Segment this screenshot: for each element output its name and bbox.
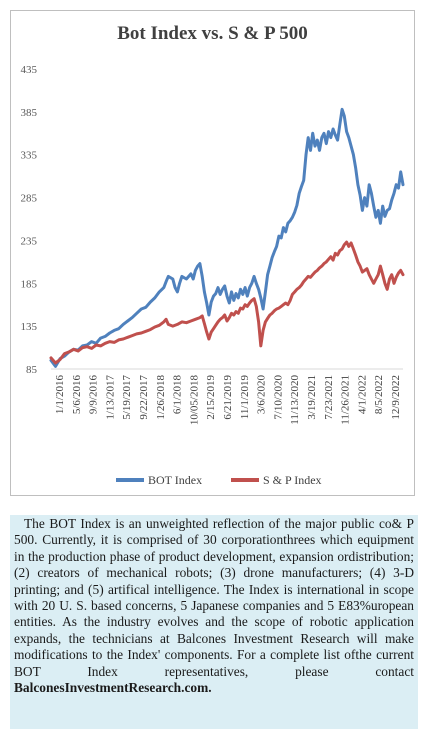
series-line-1	[49, 240, 405, 365]
x-tick-label: 11/13/2020	[289, 375, 301, 425]
legend-label-1: S & P Index	[263, 473, 322, 487]
y-tick-label: 185	[21, 278, 38, 290]
x-tick-label: 11/26/2021	[340, 375, 352, 425]
contact-website: BalconesInvestmentResearch.com.	[14, 680, 212, 696]
y-tick-label: 285	[21, 193, 38, 205]
series-line-0	[49, 107, 405, 368]
x-tick-label: 7/23/2021	[323, 375, 335, 420]
y-tick-label: 335	[21, 150, 38, 162]
x-tick-label: 9/9/2016	[88, 375, 100, 415]
chart-frame: Bot Index vs. S & P 500 85 135 185 235 285 33…	[10, 10, 415, 496]
x-tick-label: 2/15/2019	[205, 375, 217, 420]
x-tick-label: 7/10/2020	[272, 375, 284, 420]
description-box: The BOT Index is an unweighted reflectio…	[10, 515, 418, 729]
x-tick-label: 12/9/2022	[390, 375, 402, 420]
x-tick-label: 1/1/2016	[54, 375, 66, 415]
y-tick-label: 135	[21, 321, 38, 333]
x-tick-label: 4/1/2022	[356, 375, 368, 414]
x-tick-label: 5/19/2017	[121, 375, 133, 420]
x-tick-label: 6/1/2018	[172, 375, 184, 415]
x-tick-label: 1/13/2017	[104, 375, 116, 420]
x-tick-label: 8/5/2022	[373, 375, 385, 414]
legend-label-0: BOT Index	[148, 473, 202, 487]
x-tick-label: 1/26/2018	[155, 375, 167, 420]
x-tick-label: 5/6/2016	[71, 375, 83, 415]
y-tick-label: 235	[21, 235, 38, 247]
line-chart: 85 135 185 235 285 335 385 435 1/1/2016 5/6/2016 9…	[21, 64, 405, 487]
x-tick-label: 11/1/2019	[239, 375, 251, 420]
x-tick-label: 10/05/2018	[188, 375, 200, 426]
description-text: The BOT Index is an unweighted reflectio…	[14, 516, 414, 679]
x-tick-label: 3/6/2020	[256, 375, 268, 415]
y-tick-label: 85	[26, 364, 38, 376]
x-tick-label: 9/22/2017	[138, 375, 150, 420]
y-tick-label: 385	[21, 107, 38, 119]
x-tick-label: 6/21/2019	[222, 375, 234, 420]
chart-title: Bot Index vs. S & P 500	[117, 23, 308, 44]
x-tick-label: 3/19/2021	[306, 375, 318, 420]
y-tick-label: 435	[21, 64, 38, 76]
